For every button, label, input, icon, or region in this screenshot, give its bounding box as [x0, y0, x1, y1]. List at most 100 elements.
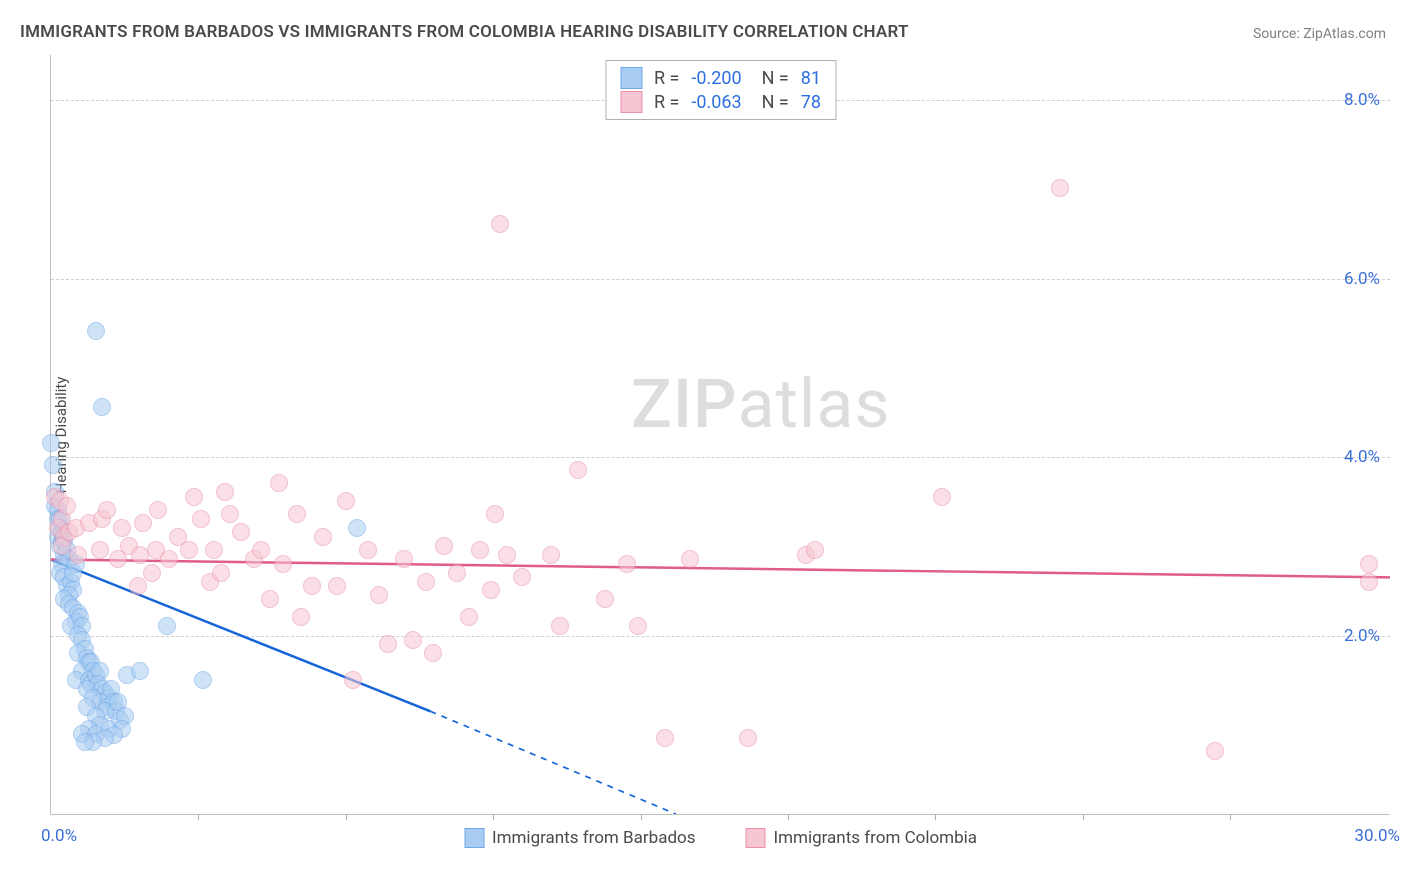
point-colombia: [569, 461, 587, 479]
r-label: R =: [654, 68, 679, 89]
point-colombia: [221, 505, 239, 523]
point-colombia: [98, 501, 116, 519]
point-colombia: [270, 474, 288, 492]
y-tick-label: 8.0%: [1344, 90, 1380, 110]
point-colombia: [212, 564, 230, 582]
point-colombia: [1360, 573, 1378, 591]
x-tick: [493, 814, 494, 820]
legend-item-barbados: Immigrants from Barbados: [464, 828, 696, 848]
point-colombia: [1206, 742, 1224, 760]
point-colombia: [424, 644, 442, 662]
point-colombia: [542, 546, 560, 564]
point-colombia: [274, 555, 292, 573]
x-axis-min-label: 0.0%: [41, 826, 77, 846]
point-barbados: [194, 671, 212, 689]
legend-row-colombia: R = -0.063 N = 78: [620, 91, 821, 113]
point-colombia: [232, 523, 250, 541]
gridline: [51, 636, 1390, 637]
point-colombia: [160, 550, 178, 568]
point-colombia: [261, 590, 279, 608]
x-tick: [788, 814, 789, 820]
point-barbados: [42, 434, 60, 452]
legend-label-barbados: Immigrants from Barbados: [492, 828, 696, 848]
x-tick: [198, 814, 199, 820]
n-value-colombia: 78: [801, 92, 821, 113]
point-colombia: [498, 546, 516, 564]
point-colombia: [551, 617, 569, 635]
point-colombia: [1360, 555, 1378, 573]
point-colombia: [134, 514, 152, 532]
point-colombia: [129, 577, 147, 595]
source-text: Source: ZipAtlas.com: [1253, 26, 1386, 42]
point-colombia: [252, 541, 270, 559]
point-colombia: [205, 541, 223, 559]
y-tick-label: 4.0%: [1344, 447, 1380, 467]
point-colombia: [629, 617, 647, 635]
point-colombia: [435, 537, 453, 555]
watermark-atlas: atlas: [738, 364, 891, 444]
point-colombia: [192, 510, 210, 528]
point-colombia: [292, 608, 310, 626]
x-tick: [346, 814, 347, 820]
point-colombia: [185, 488, 203, 506]
point-colombia: [417, 573, 435, 591]
point-colombia: [337, 492, 355, 510]
point-barbados: [158, 617, 176, 635]
point-colombia: [58, 497, 76, 515]
correlation-legend: R = -0.200 N = 81 R = -0.063 N = 78: [605, 60, 836, 120]
point-colombia: [180, 541, 198, 559]
x-tick: [1083, 814, 1084, 820]
x-tick: [1230, 814, 1231, 820]
swatch-colombia: [620, 91, 642, 113]
point-barbados: [76, 733, 94, 751]
point-colombia: [379, 635, 397, 653]
point-colombia: [933, 488, 951, 506]
r-value-colombia: -0.063: [691, 92, 741, 113]
r-label: R =: [654, 92, 679, 113]
point-colombia: [143, 564, 161, 582]
point-colombia: [448, 564, 466, 582]
legend-item-colombia: Immigrants from Colombia: [746, 828, 978, 848]
scatter-plot: Hearing Disability ZIPatlas 2.0%4.0%6.0%…: [50, 55, 1390, 815]
point-colombia: [1051, 179, 1069, 197]
n-label: N =: [762, 68, 789, 89]
swatch-colombia: [746, 828, 766, 848]
point-barbados: [93, 398, 111, 416]
watermark: ZIPatlas: [631, 364, 891, 444]
x-tick: [935, 814, 936, 820]
point-colombia: [404, 631, 422, 649]
point-colombia: [482, 581, 500, 599]
point-barbados: [348, 519, 366, 537]
point-colombia: [739, 729, 757, 747]
point-colombia: [314, 528, 332, 546]
legend-label-colombia: Immigrants from Colombia: [774, 828, 978, 848]
point-colombia: [288, 505, 306, 523]
point-colombia: [303, 577, 321, 595]
n-value-barbados: 81: [801, 68, 821, 89]
point-colombia: [491, 215, 509, 233]
x-axis-max-label: 30.0%: [1354, 826, 1400, 846]
series-legend: Immigrants from Barbados Immigrants from…: [464, 828, 977, 848]
point-colombia: [806, 541, 824, 559]
gridline: [51, 279, 1390, 280]
swatch-barbados: [620, 67, 642, 89]
point-colombia: [596, 590, 614, 608]
point-barbados: [131, 662, 149, 680]
y-tick-label: 6.0%: [1344, 269, 1380, 289]
legend-row-barbados: R = -0.200 N = 81: [620, 67, 821, 89]
gridline: [51, 457, 1390, 458]
trend-lines: [51, 55, 1390, 814]
r-value-barbados: -0.200: [691, 68, 741, 89]
point-colombia: [113, 519, 131, 537]
point-colombia: [344, 671, 362, 689]
swatch-barbados: [464, 828, 484, 848]
point-barbados: [44, 456, 62, 474]
point-colombia: [149, 501, 167, 519]
point-colombia: [460, 608, 478, 626]
point-colombia: [69, 546, 87, 564]
point-colombia: [359, 541, 377, 559]
point-barbados: [87, 322, 105, 340]
point-colombia: [216, 483, 234, 501]
n-label: N =: [762, 92, 789, 113]
point-colombia: [328, 577, 346, 595]
